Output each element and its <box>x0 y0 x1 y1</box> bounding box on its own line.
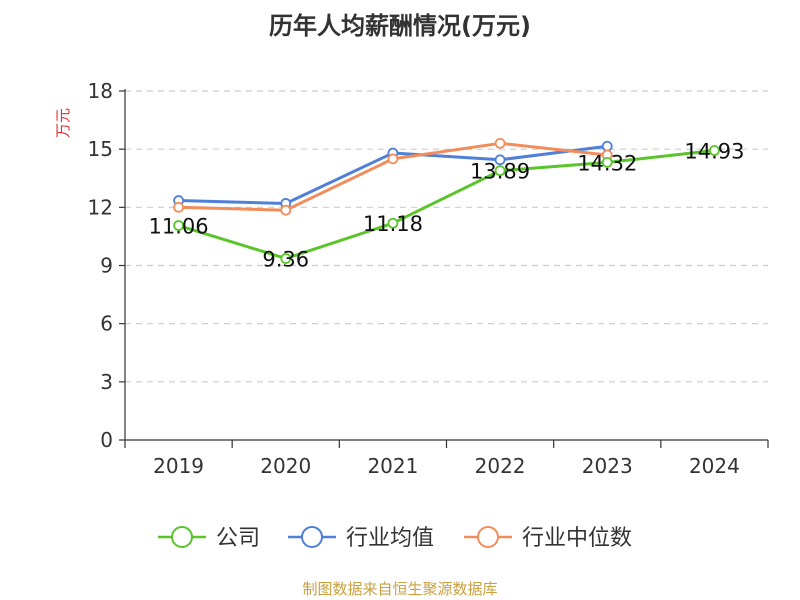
data-point <box>709 145 720 156</box>
data-point <box>173 220 184 231</box>
y-tick-label: 6 <box>100 312 113 336</box>
y-axis-label: 万元 <box>54 108 72 138</box>
legend-marker <box>477 526 499 548</box>
legend-item: 行业中位数 <box>464 526 632 551</box>
data-label: 14.93 <box>684 140 744 164</box>
data-point <box>280 253 292 264</box>
data-point <box>173 201 184 213</box>
x-tick-label: 2019 <box>153 454 204 478</box>
series-lines <box>173 137 720 264</box>
legend-marker <box>171 526 193 548</box>
data-point <box>494 165 506 177</box>
data-label: 9.36 <box>262 248 309 272</box>
data-point <box>601 156 613 168</box>
data-label: 11.06 <box>149 215 209 239</box>
legend: 公司 行业均值 行业中位数 <box>158 526 632 551</box>
data-labels: 11.06 9.36 11.18 13.89 14.32 14.93 <box>149 140 745 272</box>
y-tick-label: 12 <box>88 195 113 219</box>
legend-item: 公司 <box>158 526 260 551</box>
legend-label: 公司 <box>216 526 260 551</box>
chart-title: 历年人均薪酬情况(万元) <box>269 12 531 40</box>
grid-lines <box>125 90 768 383</box>
x-tick-label: 2022 <box>475 454 526 478</box>
data-point <box>280 204 292 216</box>
y-tick-label: 15 <box>88 137 113 161</box>
legend-label: 行业中位数 <box>522 526 632 551</box>
legend-label: 行业均值 <box>346 526 434 551</box>
axes: 0 3 6 9 12 15 18 2019 2020 2021 2022 2023 2024 万元 <box>54 79 769 478</box>
data-point <box>387 153 399 165</box>
data-point <box>494 137 506 149</box>
data-point <box>494 154 506 166</box>
x-tick-label: 2020 <box>260 454 311 478</box>
data-label: 14.32 <box>577 151 637 175</box>
y-tick-label: 9 <box>100 254 113 278</box>
x-tick-label: 2024 <box>689 454 740 478</box>
legend-item: 行业均值 <box>288 526 434 551</box>
data-label: 13.89 <box>470 160 530 184</box>
series-line <box>178 149 715 260</box>
data-label: 11.18 <box>363 212 423 236</box>
x-tick-label: 2021 <box>367 454 418 478</box>
y-tick-label: 18 <box>88 79 113 103</box>
legend-marker <box>301 526 323 548</box>
data-point <box>601 140 613 152</box>
y-tick-label: 3 <box>100 370 113 394</box>
x-tick-label: 2023 <box>582 454 633 478</box>
source-note: 制图数据来自恒生聚源数据库 <box>302 580 498 598</box>
y-tick-label: 0 <box>100 428 113 452</box>
data-point <box>387 217 399 229</box>
